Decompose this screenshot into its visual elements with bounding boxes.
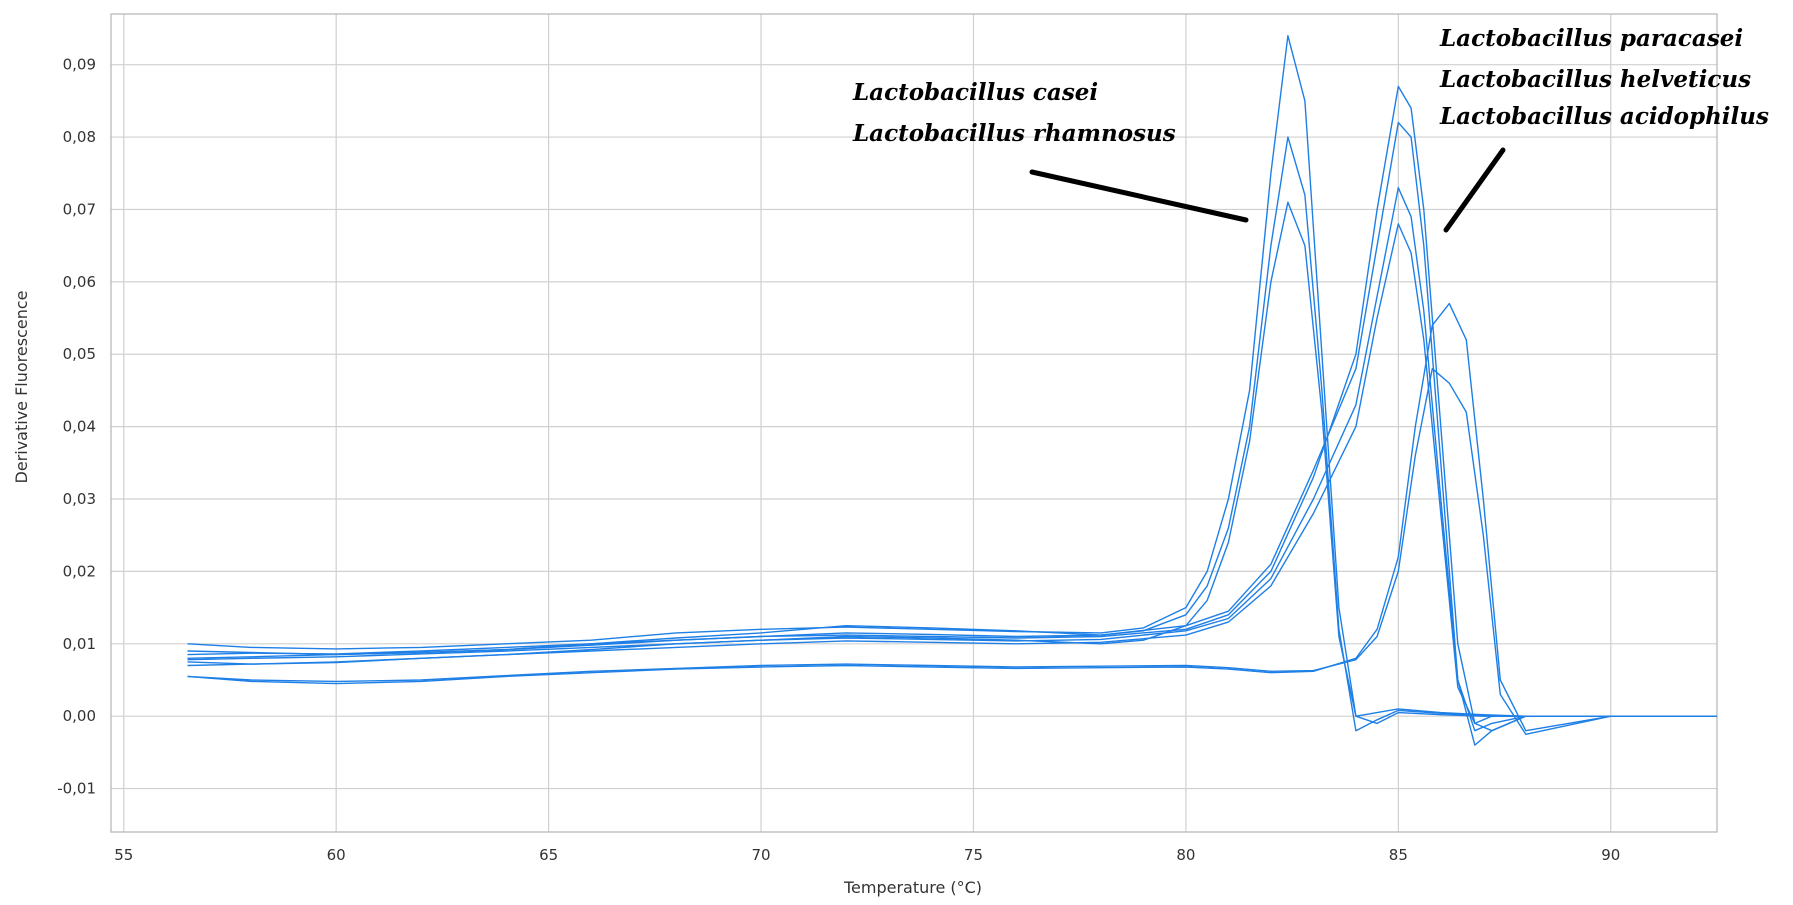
y-tick-label: -0,01 (57, 780, 96, 798)
series-line (187, 302, 1717, 732)
series-line (187, 187, 1717, 732)
y-tick-labels: -0,01 0,00 0,01 0,02 0,03 0,04 0,05 0,06 0,07 0,0… (57, 56, 96, 798)
y-tick-label: 0,08 (63, 128, 96, 146)
annotation-line: Lactobacillus helveticus (1439, 66, 1751, 93)
annotation-arrow (1029, 169, 1249, 223)
x-tick-label: 70 (752, 846, 771, 864)
x-tick-label: 80 (1176, 846, 1195, 864)
plot-frame (110, 13, 1718, 833)
annotation-paracasei-helveticus-acidophilus: Lactobacillus paracasei Lactobacillus he… (1439, 25, 1769, 233)
x-tick-label: 60 (327, 846, 346, 864)
series-line (187, 223, 1717, 725)
x-axis-title: Temperature (°C) (843, 878, 982, 897)
series-line (187, 121, 1717, 746)
series-line (187, 201, 1717, 717)
series-line (187, 85, 1717, 732)
series-line (187, 35, 1717, 725)
y-tick-label: 0,02 (63, 562, 96, 580)
y-tick-label: 0,00 (63, 707, 96, 725)
grid-lines (111, 14, 1717, 832)
series-line (187, 136, 1717, 732)
y-tick-label: 0,09 (63, 56, 96, 74)
x-tick-label: 85 (1389, 846, 1408, 864)
x-tick-label: 75 (964, 846, 983, 864)
x-tick-label: 65 (539, 846, 558, 864)
y-tick-label: 0,06 (63, 273, 96, 291)
y-tick-label: 0,04 (63, 418, 96, 436)
x-tick-label: 90 (1601, 846, 1620, 864)
annotation-line: Lactobacillus paracasei (1439, 25, 1743, 52)
y-tick-label: 0,05 (63, 345, 96, 363)
series-line (187, 368, 1717, 735)
x-tick-label: 55 (114, 846, 133, 864)
y-tick-label: 0,07 (63, 200, 96, 218)
annotation-line: Lactobacillus casei (852, 79, 1098, 106)
y-tick-label: 0,01 (63, 635, 96, 653)
y-axis-title: Derivative Fluorescence (12, 291, 31, 484)
x-tick-labels: 55 60 65 70 75 80 85 90 (114, 846, 1620, 864)
annotation-casei-rhamnosus: Lactobacillus casei Lactobacillus rhamno… (852, 79, 1249, 223)
annotation-arrow (1443, 147, 1506, 233)
data-curves (187, 35, 1717, 746)
annotation-line: Lactobacillus acidophilus (1439, 103, 1769, 130)
y-tick-label: 0,03 (63, 490, 96, 508)
annotation-line: Lactobacillus rhamnosus (852, 120, 1176, 147)
